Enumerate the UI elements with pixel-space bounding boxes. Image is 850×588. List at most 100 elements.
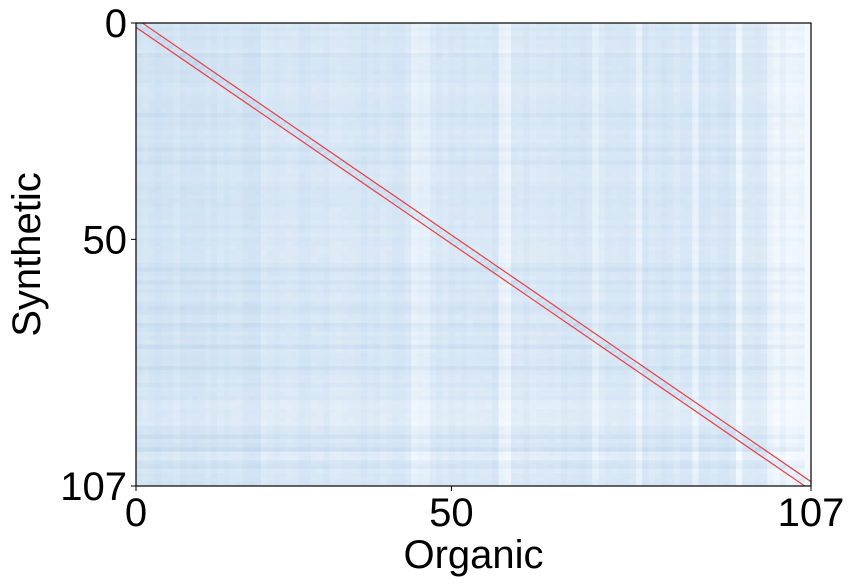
- heatmap-cell: [704, 203, 712, 208]
- heatmap-cell: [236, 168, 243, 174]
- heatmap-cell: [467, 155, 474, 161]
- heatmap-cell: [192, 168, 199, 174]
- heatmap-cell: [329, 70, 337, 75]
- heatmap-cell: [692, 40, 699, 45]
- heatmap-cell: [454, 173, 462, 178]
- heatmap-cell: [404, 151, 412, 157]
- heatmap-cell: [592, 190, 599, 195]
- heatmap-cell: [548, 35, 556, 41]
- heatmap-cell: [261, 100, 268, 105]
- heatmap-cell: [448, 65, 456, 71]
- heatmap-cell: [473, 61, 481, 67]
- heatmap-cell: [629, 61, 637, 67]
- heatmap-cell: [617, 48, 624, 54]
- heatmap-cell: [292, 57, 299, 62]
- heatmap-cell: [492, 121, 499, 127]
- heatmap-cell: [354, 151, 362, 157]
- heatmap-cell: [704, 31, 712, 37]
- heatmap-cell: [767, 177, 774, 183]
- heatmap-cell: [767, 44, 774, 50]
- heatmap-cell: [579, 35, 587, 41]
- heatmap-cell: [461, 40, 468, 45]
- heatmap-cell: [492, 147, 499, 153]
- heatmap-cell: [711, 143, 718, 148]
- heatmap-cell: [336, 143, 343, 148]
- heatmap-cell: [573, 181, 581, 187]
- heatmap-cell: [492, 31, 499, 37]
- heatmap-cell: [404, 147, 412, 153]
- heatmap-cell: [461, 48, 468, 54]
- heatmap-cell: [342, 57, 349, 62]
- heatmap-cell: [492, 74, 499, 80]
- heatmap-cell: [461, 190, 468, 195]
- heatmap-cell: [586, 87, 593, 92]
- heatmap-cell: [361, 138, 368, 144]
- heatmap-cell: [617, 134, 624, 140]
- heatmap-cell: [529, 74, 537, 80]
- heatmap-cell: [248, 194, 256, 200]
- heatmap-cell: [292, 138, 299, 144]
- heatmap-cell: [673, 78, 681, 84]
- heatmap-cell: [342, 70, 349, 75]
- heatmap-cell: [354, 57, 362, 62]
- heatmap-cell: [679, 83, 687, 88]
- heatmap-cell: [473, 185, 481, 191]
- heatmap-cell: [542, 151, 549, 157]
- heatmap-cell: [673, 130, 681, 135]
- heatmap-cell: [248, 44, 256, 50]
- heatmap-cell: [323, 78, 331, 84]
- heatmap-cell: [698, 53, 706, 58]
- heatmap-cell: [167, 78, 174, 84]
- heatmap-cell: [529, 181, 537, 187]
- heatmap-cell: [479, 177, 487, 183]
- heatmap-cell: [167, 155, 174, 161]
- heatmap-cell: [529, 160, 537, 165]
- heatmap-cell: [492, 70, 499, 75]
- heatmap-cell: [404, 177, 412, 183]
- heatmap-cell: [717, 53, 724, 58]
- heatmap-cell: [329, 194, 337, 200]
- heatmap-cell: [436, 27, 443, 32]
- heatmap-cell: [598, 95, 606, 101]
- heatmap-cell: [542, 53, 549, 58]
- heatmap-cell: [261, 27, 268, 32]
- heatmap-cell: [317, 125, 324, 131]
- heatmap-cell: [767, 134, 774, 140]
- heatmap-cell: [242, 164, 249, 170]
- heatmap-cell: [379, 130, 387, 135]
- heatmap-cell: [667, 147, 674, 153]
- heatmap-cell: [442, 44, 449, 50]
- heatmap-cell: [573, 134, 581, 140]
- heatmap-cell: [186, 100, 193, 105]
- heatmap-cell: [498, 194, 506, 200]
- heatmap-cell: [429, 134, 437, 140]
- heatmap-cell: [411, 70, 418, 75]
- heatmap-cell: [498, 65, 506, 71]
- heatmap-cell: [429, 48, 437, 54]
- heatmap-cell: [161, 31, 168, 37]
- heatmap-cell: [336, 74, 343, 80]
- heatmap-cell: [423, 83, 431, 88]
- heatmap-cell: [561, 95, 568, 101]
- heatmap-cell: [336, 40, 343, 45]
- heatmap-cell: [261, 215, 268, 221]
- heatmap-cell: [386, 44, 393, 50]
- heatmap-cell: [548, 83, 556, 88]
- heatmap-cell: [573, 113, 581, 118]
- heatmap-cell: [567, 181, 574, 187]
- heatmap-cell: [648, 177, 656, 183]
- heatmap-cell: [642, 190, 649, 195]
- heatmap-cell: [386, 113, 393, 118]
- heatmap-cell: [179, 65, 187, 71]
- heatmap-cell: [529, 215, 537, 221]
- heatmap-cell: [536, 160, 543, 165]
- heatmap-cell: [423, 164, 431, 170]
- heatmap-cell: [404, 57, 412, 62]
- heatmap-cell: [286, 74, 293, 80]
- heatmap-cell: [211, 194, 218, 200]
- heatmap-cell: [761, 57, 768, 62]
- heatmap-cell: [586, 194, 593, 200]
- heatmap-cell: [361, 190, 368, 195]
- heatmap-cell: [454, 83, 462, 88]
- heatmap-cell: [498, 164, 506, 170]
